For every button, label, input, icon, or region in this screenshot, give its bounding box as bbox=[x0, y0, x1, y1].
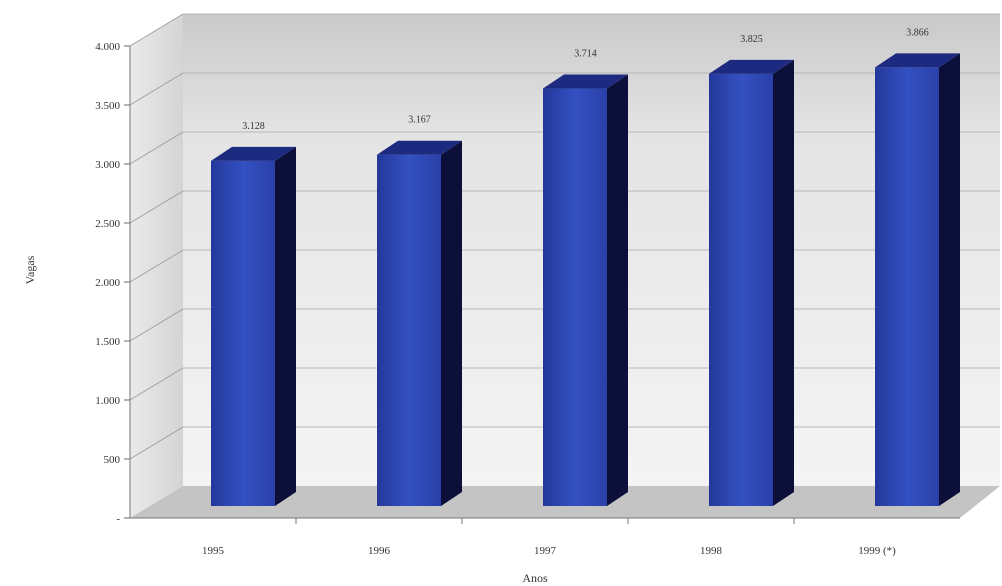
gridline-side bbox=[129, 72, 184, 106]
bar bbox=[543, 88, 607, 506]
x-tick-label: 1998 bbox=[700, 545, 723, 557]
y-tick-label: 3.500 bbox=[95, 100, 120, 112]
bar-top bbox=[211, 146, 296, 161]
gridline-side bbox=[129, 308, 184, 342]
bar-side bbox=[607, 74, 628, 506]
bars bbox=[211, 53, 960, 507]
gridline-side bbox=[129, 367, 184, 401]
bar bbox=[709, 73, 773, 506]
gridline-side bbox=[129, 13, 184, 47]
bar-side bbox=[939, 53, 960, 507]
y-tick-label: 1.500 bbox=[95, 336, 120, 348]
bar bbox=[875, 67, 939, 507]
x-tick-label: 1996 bbox=[368, 545, 391, 557]
bar bbox=[377, 154, 441, 506]
bar-side bbox=[441, 140, 462, 506]
bar-top bbox=[709, 59, 794, 74]
y-tick-label: 3.000 bbox=[95, 159, 120, 171]
bar-side bbox=[275, 146, 296, 506]
bar-side bbox=[773, 59, 794, 506]
bar-top bbox=[377, 140, 462, 155]
y-tick-label: 4.000 bbox=[95, 41, 120, 53]
data-label: 3.714 bbox=[574, 49, 597, 60]
data-label: 3.866 bbox=[906, 27, 929, 38]
gridline-side bbox=[129, 426, 184, 460]
gridline-side bbox=[129, 190, 184, 224]
data-label: 3.128 bbox=[242, 121, 265, 132]
y-tick-label: 2.000 bbox=[95, 277, 120, 289]
data-label: 3.167 bbox=[408, 115, 431, 126]
bar-top bbox=[543, 74, 628, 89]
y-axis-title: Vagas bbox=[23, 255, 37, 284]
gridline-side bbox=[129, 131, 184, 165]
gridline-side bbox=[129, 249, 184, 283]
x-tick-label: 1995 bbox=[202, 545, 225, 557]
x-axis: 1995 1996 1997 1998 1999 (*) bbox=[202, 518, 896, 557]
bar bbox=[211, 160, 275, 506]
bar-top bbox=[875, 53, 960, 68]
y-tick-label: - bbox=[116, 513, 120, 525]
data-label: 3.825 bbox=[740, 34, 763, 45]
x-axis-title: Anos bbox=[522, 571, 548, 585]
y-axis: - 500 1.000 1.500 2.000 2.500 3.000 3.500 4.000 bbox=[95, 41, 960, 525]
y-tick-label: 2.500 bbox=[95, 218, 120, 230]
y-tick-label: 500 bbox=[104, 454, 121, 466]
data-labels: 3.128 3.167 3.714 3.825 3.866 bbox=[242, 27, 929, 131]
x-tick-label: 1997 bbox=[534, 545, 557, 557]
y-tick-label: 1.000 bbox=[95, 395, 120, 407]
x-tick-label: 1999 (*) bbox=[858, 545, 896, 557]
